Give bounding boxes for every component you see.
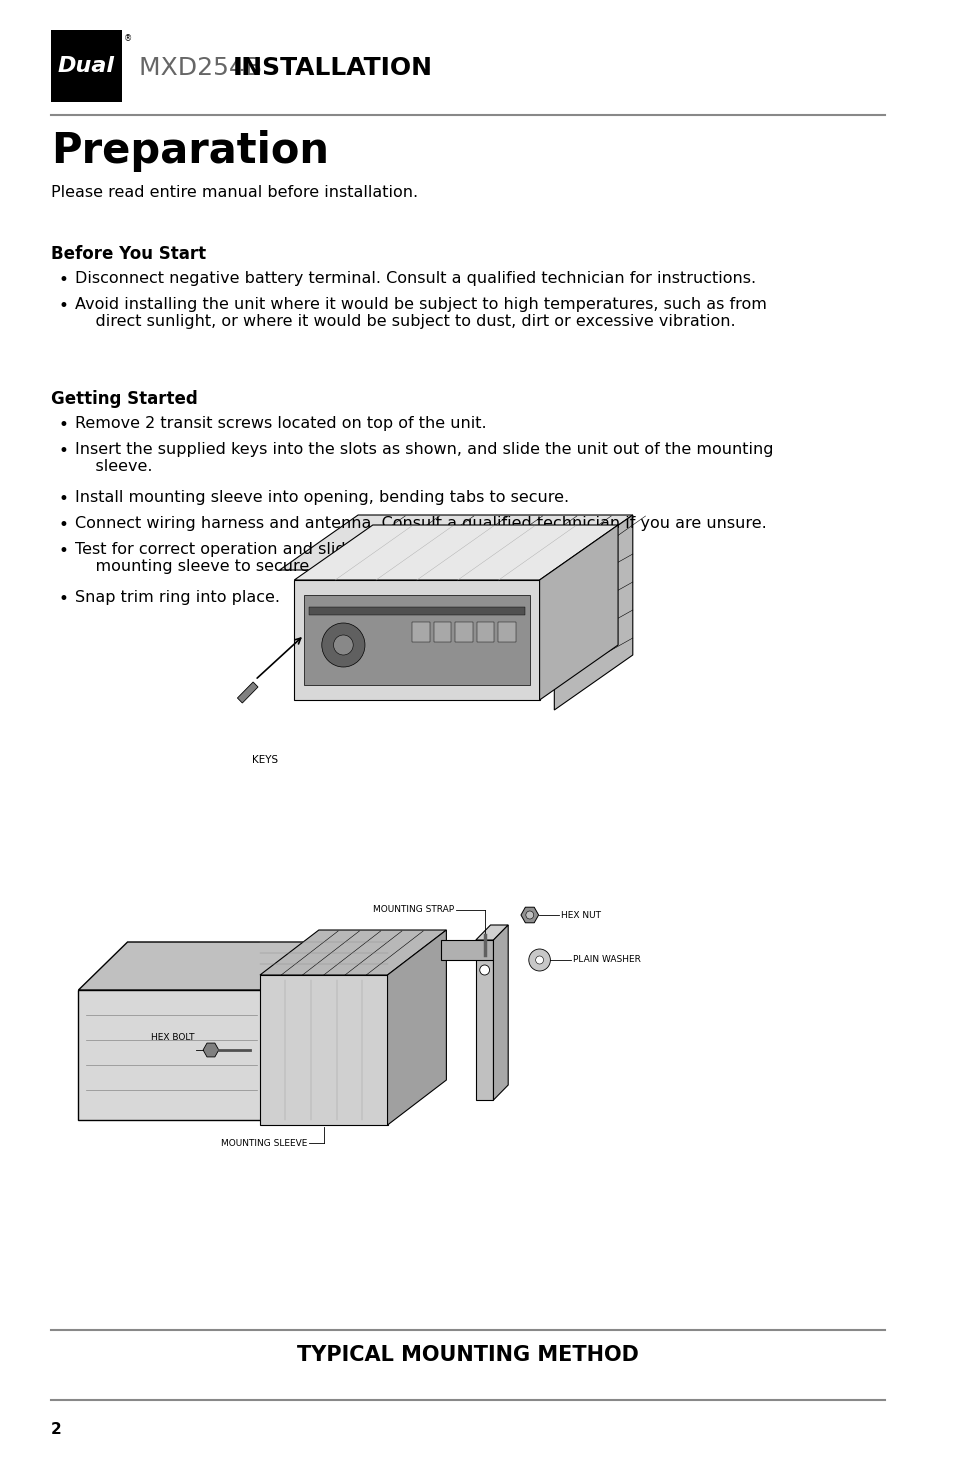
- Text: •: •: [59, 516, 69, 534]
- Circle shape: [528, 948, 550, 971]
- Polygon shape: [78, 943, 314, 990]
- Text: •: •: [59, 541, 69, 561]
- Text: Dual: Dual: [58, 56, 114, 77]
- Text: •: •: [59, 590, 69, 608]
- Circle shape: [321, 622, 365, 667]
- Text: TYPICAL MOUNTING METHOD: TYPICAL MOUNTING METHOD: [296, 1345, 639, 1364]
- Text: •: •: [59, 271, 69, 289]
- Bar: [434, 622, 451, 642]
- Polygon shape: [279, 515, 632, 569]
- Text: Test for correct operation and slide into
    mounting sleeve to secure.: Test for correct operation and slide int…: [74, 541, 391, 574]
- Text: •: •: [59, 416, 69, 434]
- Polygon shape: [476, 925, 508, 940]
- Bar: [294, 580, 539, 701]
- Text: Connect wiring harness and antenna. Consult a qualified technician if you are un: Connect wiring harness and antenna. Cons…: [74, 516, 765, 531]
- Polygon shape: [78, 990, 265, 1120]
- Polygon shape: [554, 515, 632, 709]
- Bar: [304, 594, 529, 684]
- Circle shape: [334, 636, 353, 655]
- Polygon shape: [203, 1043, 218, 1058]
- Bar: [476, 940, 493, 1100]
- Text: Insert the supplied keys into the slots as shown, and slide the unit out of the : Insert the supplied keys into the slots …: [74, 442, 772, 475]
- Bar: [497, 622, 516, 642]
- Polygon shape: [294, 525, 618, 580]
- Text: Please read entire manual before installation.: Please read entire manual before install…: [51, 184, 417, 201]
- Text: 2: 2: [51, 1422, 62, 1437]
- Text: Preparation: Preparation: [51, 130, 329, 173]
- Bar: [455, 622, 473, 642]
- Bar: [51, 30, 122, 102]
- Polygon shape: [539, 525, 618, 701]
- Text: Getting Started: Getting Started: [51, 389, 197, 409]
- Text: PLAIN WASHER: PLAIN WASHER: [573, 956, 640, 965]
- Text: MOUNTING STRAP: MOUNTING STRAP: [373, 906, 454, 914]
- Polygon shape: [441, 940, 493, 960]
- Text: ®: ®: [124, 34, 132, 43]
- Text: INSTALLATION: INSTALLATION: [233, 56, 432, 80]
- Text: Snap trim ring into place.: Snap trim ring into place.: [74, 590, 279, 605]
- Text: Before You Start: Before You Start: [51, 245, 206, 263]
- Bar: [476, 622, 494, 642]
- Text: HEX BOLT: HEX BOLT: [151, 1032, 194, 1041]
- Polygon shape: [260, 931, 446, 975]
- Text: Disconnect negative battery terminal. Consult a qualified technician for instruc: Disconnect negative battery terminal. Co…: [74, 271, 755, 286]
- Text: MOUNTING SLEEVE: MOUNTING SLEEVE: [220, 1139, 307, 1148]
- Text: •: •: [59, 490, 69, 507]
- Text: Install mounting sleeve into opening, bending tabs to secure.: Install mounting sleeve into opening, be…: [74, 490, 568, 504]
- Text: •: •: [59, 442, 69, 460]
- Text: HEX NUT: HEX NUT: [560, 910, 600, 919]
- Bar: [309, 608, 524, 615]
- Circle shape: [525, 912, 533, 919]
- Polygon shape: [237, 681, 257, 704]
- Bar: [260, 975, 387, 1125]
- Text: •: •: [59, 296, 69, 316]
- Text: MXD254B: MXD254B: [139, 56, 270, 80]
- Polygon shape: [493, 925, 508, 1100]
- Polygon shape: [520, 907, 538, 923]
- Polygon shape: [387, 931, 446, 1125]
- Circle shape: [479, 965, 489, 975]
- Bar: [412, 622, 429, 642]
- Polygon shape: [265, 943, 314, 1120]
- Text: Remove 2 transit screws located on top of the unit.: Remove 2 transit screws located on top o…: [74, 416, 486, 431]
- Text: Avoid installing the unit where it would be subject to high temperatures, such a: Avoid installing the unit where it would…: [74, 296, 765, 329]
- Circle shape: [535, 956, 543, 965]
- Text: KEYS: KEYS: [252, 755, 277, 766]
